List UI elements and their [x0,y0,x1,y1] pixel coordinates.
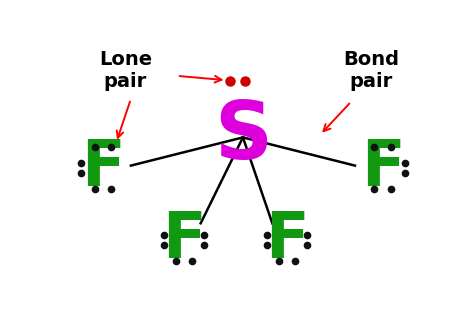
Text: Bond
pair: Bond pair [344,50,400,91]
Text: F: F [265,209,309,271]
Text: S: S [214,98,272,176]
Text: F: F [82,137,125,199]
Text: F: F [361,137,404,199]
Text: Lone
pair: Lone pair [99,50,152,91]
Text: F: F [162,209,206,271]
